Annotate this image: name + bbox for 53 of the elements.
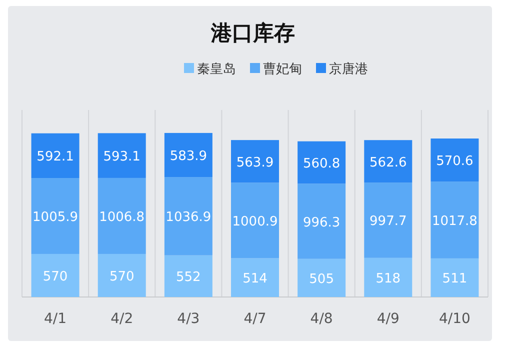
bar bbox=[164, 255, 212, 297]
bar bbox=[298, 141, 346, 184]
data-label: 996.3 bbox=[302, 215, 340, 230]
data-label: 563.9 bbox=[236, 155, 274, 170]
data-label: 1000.9 bbox=[232, 214, 278, 230]
legend-label: 京唐港 bbox=[329, 62, 368, 77]
data-label: 505 bbox=[309, 272, 334, 287]
data-label: 1036.9 bbox=[166, 210, 212, 226]
data-label: 997.7 bbox=[370, 214, 407, 230]
bar bbox=[231, 182, 279, 258]
bar bbox=[231, 258, 279, 297]
legend-label: 秦皇岛 bbox=[197, 62, 236, 77]
bar bbox=[298, 184, 346, 259]
data-label: 1006.8 bbox=[99, 210, 145, 225]
data-label: 518 bbox=[376, 271, 401, 286]
x-tick-label: 4/1 bbox=[44, 311, 67, 327]
bar bbox=[430, 138, 479, 182]
bar bbox=[298, 258, 346, 297]
data-label: 570 bbox=[109, 269, 134, 284]
data-label: 583.9 bbox=[170, 149, 208, 164]
bar bbox=[364, 258, 412, 297]
data-label: 514 bbox=[242, 272, 268, 287]
bar bbox=[364, 140, 412, 183]
x-tick-label: 4/3 bbox=[177, 311, 200, 327]
data-label: 570 bbox=[42, 269, 68, 284]
bar bbox=[430, 182, 479, 258]
data-label: 593.1 bbox=[103, 150, 140, 165]
x-tick-label: 4/7 bbox=[244, 311, 266, 327]
data-label: 552 bbox=[176, 270, 201, 286]
bar bbox=[364, 182, 412, 258]
bar bbox=[430, 258, 479, 297]
data-label: 1005.9 bbox=[32, 210, 78, 225]
bar bbox=[164, 177, 212, 256]
bar bbox=[31, 133, 80, 178]
data-label: 570.6 bbox=[436, 154, 474, 170]
x-tick-label: 4/10 bbox=[438, 311, 470, 327]
bar bbox=[98, 133, 146, 178]
data-label: 1017.8 bbox=[432, 214, 478, 230]
bar bbox=[31, 178, 80, 254]
bar bbox=[98, 178, 146, 254]
x-tick-label: 4/2 bbox=[110, 311, 134, 327]
bar bbox=[164, 132, 212, 178]
data-label: 511 bbox=[442, 272, 468, 287]
legend-label: 曹妃甸 bbox=[263, 62, 302, 77]
data-label: 592.1 bbox=[36, 150, 74, 165]
chart-title: 港口库存 bbox=[210, 21, 295, 45]
bar bbox=[31, 254, 80, 297]
data-label: 560.8 bbox=[302, 156, 340, 172]
data-label: 562.6 bbox=[370, 155, 407, 170]
bar bbox=[98, 254, 146, 297]
bar bbox=[231, 140, 279, 183]
x-tick-label: 4/9 bbox=[376, 311, 400, 327]
x-tick-label: 4/8 bbox=[310, 311, 333, 327]
